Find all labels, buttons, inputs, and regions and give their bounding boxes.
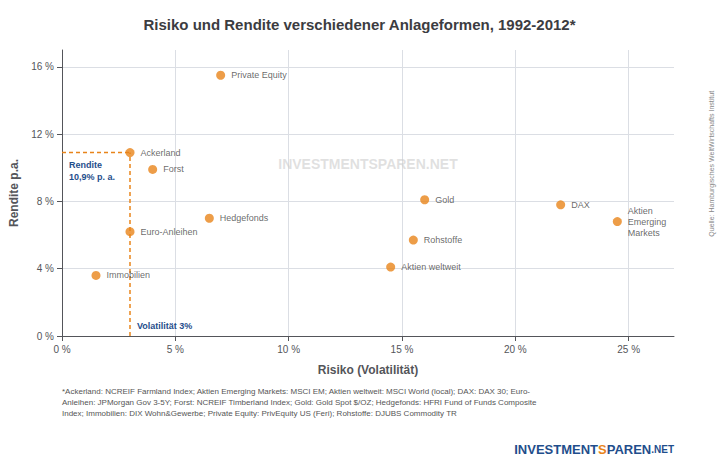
svg-text:Gold: Gold <box>435 195 454 205</box>
svg-text:Anleihen: JPMorgan Gov 3-5Y; F: Anleihen: JPMorgan Gov 3-5Y; Forst: NCRE… <box>62 398 537 407</box>
svg-text:Euro-Anleihen: Euro-Anleihen <box>141 227 198 237</box>
svg-text:Forst: Forst <box>163 164 184 174</box>
svg-text:Rendite: Rendite <box>69 160 102 170</box>
svg-text:Risiko und Rendite verschieden: Risiko und Rendite verschiedener Anlagef… <box>143 16 575 33</box>
svg-text:INVESTMENT: INVESTMENT <box>514 442 598 457</box>
svg-text:8 %: 8 % <box>37 196 54 207</box>
svg-text:5 %: 5 % <box>167 344 184 355</box>
svg-text:Hedgefonds: Hedgefonds <box>220 213 269 223</box>
svg-text:10 %: 10 % <box>277 344 300 355</box>
svg-text:INVESTMENTSPAREN.NET: INVESTMENTSPAREN.NET <box>278 156 458 172</box>
svg-text:0 %: 0 % <box>53 344 70 355</box>
svg-text:Volatilität 3%: Volatilität 3% <box>137 321 192 331</box>
svg-text:25 %: 25 % <box>617 344 640 355</box>
svg-text:Rendite p.a.: Rendite p.a. <box>7 159 21 227</box>
svg-text:16 %: 16 % <box>31 61 54 72</box>
svg-text:.NET: .NET <box>651 444 674 455</box>
svg-text:4 %: 4 % <box>37 263 54 274</box>
svg-text:Index; Immobilien: DIX Wohn&Ge: Index; Immobilien: DIX Wohn&Gewerbe; Pri… <box>62 409 457 418</box>
svg-text:PAREN: PAREN <box>607 442 652 457</box>
svg-text:Rohstoffe: Rohstoffe <box>424 235 462 245</box>
svg-text:Markets: Markets <box>628 228 661 238</box>
svg-text:12 %: 12 % <box>31 129 54 140</box>
svg-text:Risiko (Volatilität): Risiko (Volatilität) <box>318 363 418 377</box>
svg-text:S: S <box>598 442 607 457</box>
svg-text:Aktien: Aktien <box>628 206 653 216</box>
svg-text:15 %: 15 % <box>391 344 414 355</box>
svg-text:Aktien weltweit: Aktien weltweit <box>401 262 461 272</box>
svg-text:20 %: 20 % <box>504 344 527 355</box>
svg-text:DAX: DAX <box>571 200 590 210</box>
svg-text:Ackerland: Ackerland <box>141 148 181 158</box>
svg-text:Quelle: Hamburgisches WeltWirt: Quelle: Hamburgisches WeltWirtschafts In… <box>708 91 716 237</box>
svg-text:Emerging: Emerging <box>628 217 667 227</box>
svg-text:*Ackerland: NCREIF Farmland In: *Ackerland: NCREIF Farmland Index; Aktie… <box>62 387 530 396</box>
svg-text:10,9% p. a.: 10,9% p. a. <box>69 172 115 182</box>
svg-text:Immobilien: Immobilien <box>107 270 151 280</box>
svg-text:0 %: 0 % <box>37 331 54 342</box>
svg-text:Private Equity: Private Equity <box>231 70 287 80</box>
